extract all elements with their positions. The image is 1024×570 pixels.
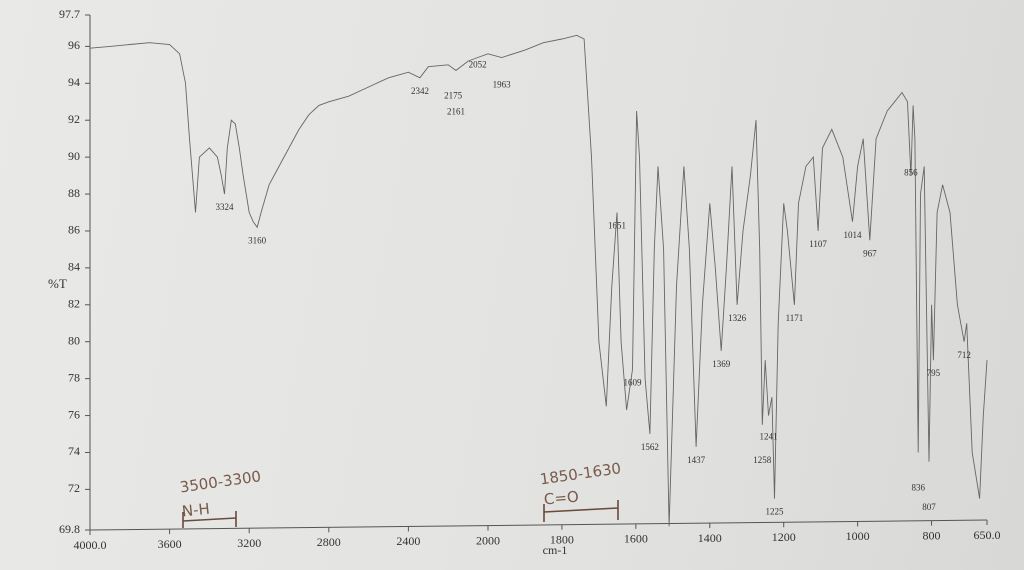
x-tick-label: 4000.0 <box>74 538 107 552</box>
x-tick-label: 3600 <box>158 537 182 551</box>
x-tick-label: 650.0 <box>974 528 1001 542</box>
peak-label: 1241 <box>760 432 778 442</box>
x-tick-label: 1800 <box>550 532 574 546</box>
annotation-group: C=O <box>543 487 579 508</box>
peak-label: 1014 <box>843 230 862 240</box>
range-bracket <box>182 511 237 528</box>
peak-label: 967 <box>863 248 877 258</box>
peak-label: 1609 <box>624 377 643 387</box>
y-tick-label: 74 <box>68 444 80 458</box>
peak-label: 3324 <box>216 202 235 212</box>
y-tick-label: 72 <box>68 481 80 495</box>
peak-label: 836 <box>911 483 925 493</box>
y-tick-label: 76 <box>68 407 80 421</box>
x-tick-label: 3200 <box>237 536 261 550</box>
y-tick-label: 80 <box>68 333 80 347</box>
peak-label: 795 <box>927 368 941 378</box>
peak-label: 1107 <box>809 239 827 249</box>
peak-label: 1258 <box>753 455 772 465</box>
y-tick-label: 96 <box>68 38 80 52</box>
peak-label: 2342 <box>411 86 429 96</box>
peak-label: 1326 <box>728 313 747 323</box>
peak-label: 2175 <box>444 91 463 101</box>
y-tick-label: 90 <box>68 149 80 163</box>
annotation-group: N-H <box>181 500 211 521</box>
peak-label: 856 <box>904 168 918 178</box>
x-tick-label: 1200 <box>772 530 796 544</box>
peak-label: 1562 <box>641 442 659 452</box>
x-tick-label: 1600 <box>624 532 648 546</box>
y-tick-label: 86 <box>68 223 80 237</box>
y-tick-label: 69.8 <box>59 522 80 536</box>
x-tick-label: 2800 <box>317 535 341 549</box>
y-tick-label: 97.7 <box>59 7 80 21</box>
peak-label: 712 <box>957 350 971 360</box>
peak-label: 1171 <box>786 313 804 323</box>
spectrum-line <box>89 34 988 527</box>
y-tick-label: 78 <box>68 370 80 384</box>
x-axis <box>89 519 988 531</box>
peak-label: 1963 <box>493 80 512 90</box>
y-tick-label: 84 <box>68 260 80 274</box>
x-tick-label: 1400 <box>698 531 722 545</box>
peak-label: 1651 <box>608 221 626 231</box>
annotation-co: 1850-1630 C=O <box>539 459 622 522</box>
y-tick-label: 88 <box>68 186 80 200</box>
annotation-range: 1850-1630 <box>539 459 622 488</box>
peak-label: 1437 <box>687 455 706 465</box>
annotation-range: 3500-3300 <box>179 467 262 496</box>
x-tick-label: 1000 <box>846 529 870 543</box>
peak-label: 2161 <box>447 106 465 116</box>
annotation-nh: 3500-3300 N-H <box>179 467 262 528</box>
peak-label: 3160 <box>248 235 267 245</box>
peak-label: 1225 <box>765 507 784 517</box>
y-tick-label: 92 <box>68 112 80 126</box>
x-tick-label: 2400 <box>396 534 420 548</box>
y-axis-label: %T <box>48 276 67 291</box>
peak-label: 1369 <box>712 359 731 369</box>
y-tick-label: 94 <box>68 75 80 89</box>
peak-label: 807 <box>922 502 936 512</box>
y-tick-label: 82 <box>68 297 80 311</box>
peak-label: 2052 <box>469 60 487 70</box>
x-tick-label: 2000 <box>476 533 500 547</box>
x-tick-label: 800 <box>923 528 941 542</box>
x-axis-label: cm-1 <box>543 543 568 557</box>
range-bracket <box>543 500 619 522</box>
